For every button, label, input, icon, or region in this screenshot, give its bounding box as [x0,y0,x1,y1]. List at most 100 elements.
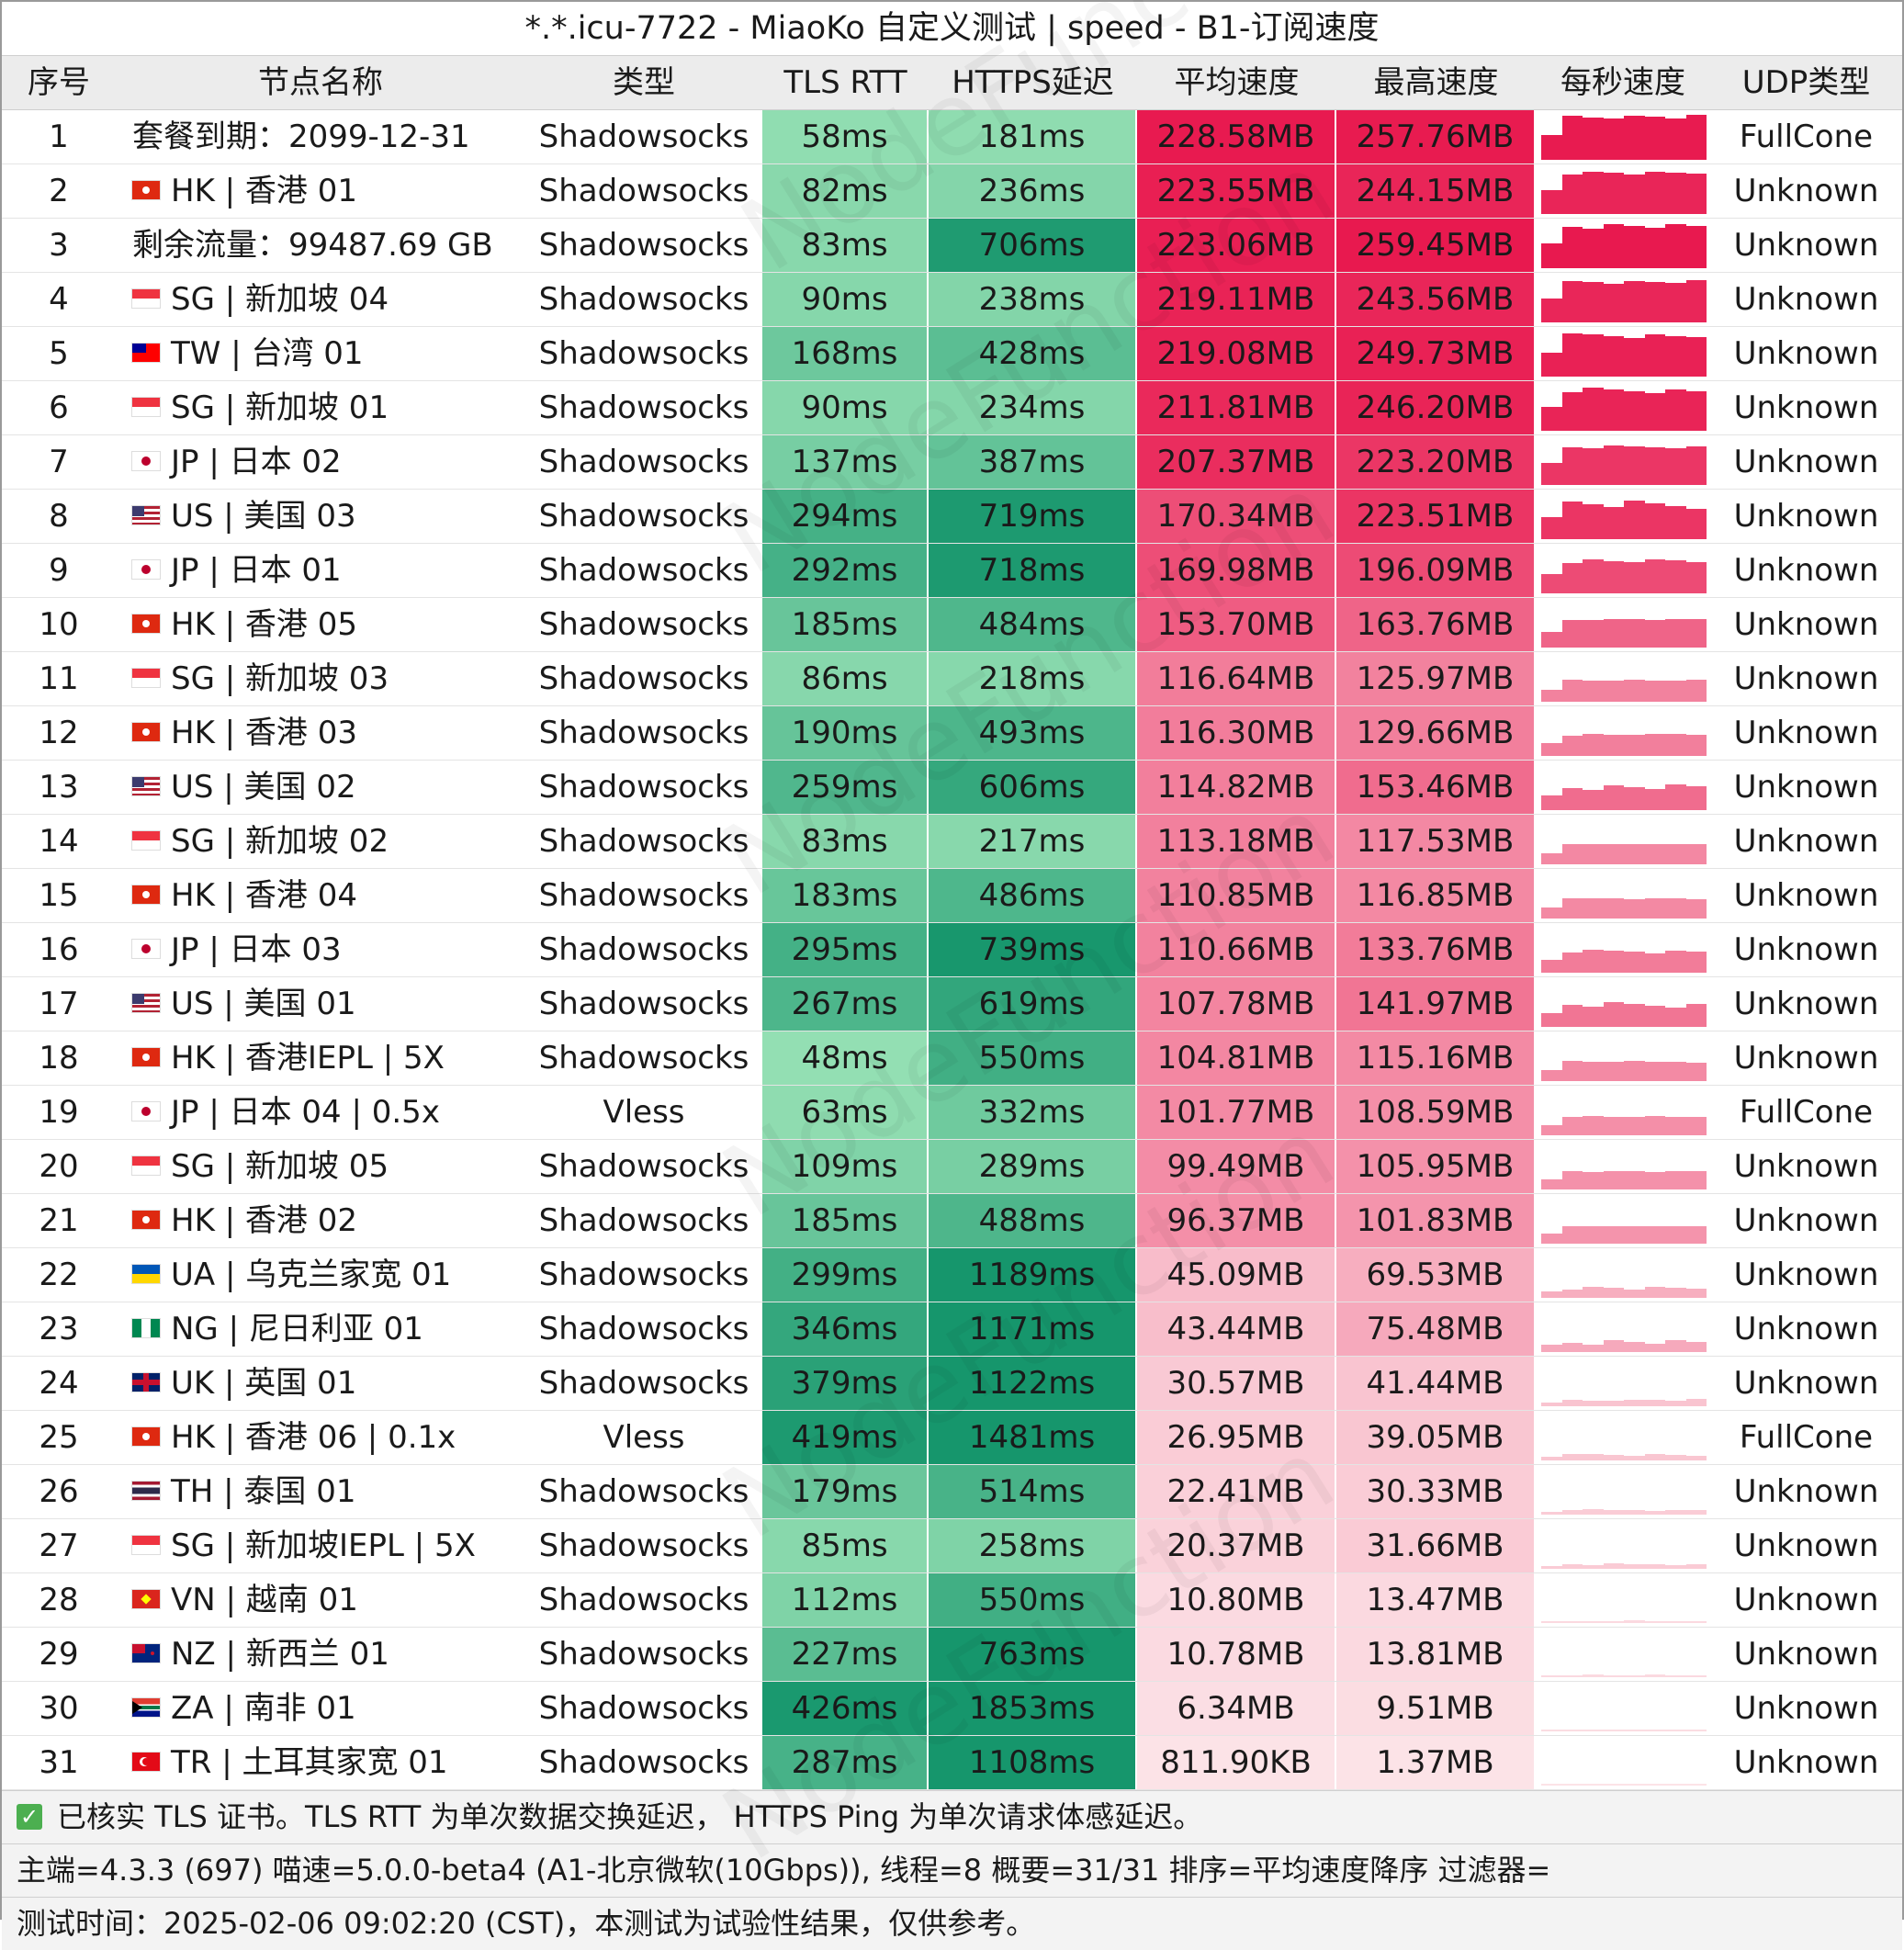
speed-sparkline [1541,1685,1707,1731]
speed-bar [1665,783,1686,810]
speed-bar [1665,1730,1686,1731]
cell-avg-speed: 6.34MB [1137,1682,1336,1735]
speed-bar [1624,1455,1645,1460]
speed-bar [1583,1674,1604,1677]
cell-max-speed-text: 30.33MB [1366,1473,1504,1510]
table-row: 31 TR | 土耳其家宽 01 Shadowsocks 287ms 1108ms 811… [2,1736,1902,1790]
cell-udp-type-text: Unknown [1733,1582,1879,1618]
speed-bar [1665,1784,1686,1786]
cell-index-text: 28 [39,1582,79,1618]
cell-max-speed-text: 246.20MB [1356,389,1515,426]
cell-max-speed-text: 117.53MB [1356,823,1515,860]
cell-avg-speed: 110.66MB [1137,923,1336,976]
cell-tls-rtt-text: 112ms [791,1582,898,1618]
cell-per-second-speed [1536,1628,1710,1681]
cell-node-name-text: UA | 乌克兰家宽 01 [171,1257,452,1293]
table-row: 5 TW | 台湾 01 Shadowsocks 168ms 428ms 219.08MB… [2,327,1902,381]
speed-bar [1541,852,1562,864]
cell-node-name: TR | 土耳其家宽 01 [116,1736,525,1789]
cell-https-latency: 1481ms [929,1411,1137,1464]
cell-per-second-speed [1536,381,1710,434]
cell-udp-type-text: Unknown [1733,823,1879,860]
cell-index: 29 [2,1628,116,1681]
cell-per-second-speed [1536,869,1710,922]
cell-https-latency: 1171ms [929,1302,1137,1356]
cell-avg-speed: 113.18MB [1137,815,1336,868]
speed-bar [1603,618,1624,648]
speed-bar [1541,299,1562,322]
speed-bar [1561,1399,1583,1406]
cell-udp-type-text: Unknown [1733,1040,1879,1076]
cell-per-second-speed [1536,219,1710,272]
cell-https-latency: 606ms [929,761,1137,814]
speed-bar [1624,446,1645,485]
speed-sparkline [1541,1415,1707,1460]
cell-index-text: 12 [39,715,79,751]
cell-https-latency: 1108ms [929,1736,1137,1789]
cell-udp-type-text: Unknown [1733,444,1879,480]
cell-index-text: 30 [39,1690,79,1727]
cell-https-latency-text: 332ms [978,1094,1086,1131]
cell-https-latency-text: 181ms [978,118,1086,155]
cell-avg-speed: 219.11MB [1137,273,1336,326]
speed-sparkline [1541,222,1707,268]
cell-https-latency: 718ms [929,544,1137,597]
cell-per-second-speed [1536,327,1710,380]
cell-index: 3 [2,219,116,272]
cell-avg-speed-text: 113.18MB [1156,823,1315,860]
flag-uk-icon [132,1372,160,1392]
speed-bar [1603,1730,1624,1731]
cell-avg-speed-text: 104.81MB [1156,1040,1315,1076]
cell-type: Shadowsocks [525,327,762,380]
cell-index: 5 [2,327,116,380]
speed-sparkline [1541,818,1707,864]
speed-bar [1541,1402,1562,1406]
cell-type-text: Vless [603,1419,685,1456]
speed-bar [1583,1344,1604,1352]
cell-avg-speed-text: 153.70MB [1156,606,1315,643]
speed-sparkline [1541,1577,1707,1623]
speed-bar [1583,1061,1604,1081]
flag-sg-icon [132,1155,160,1175]
table-row: 22 UA | 乌克兰家宽 01 Shadowsocks 299ms 1189ms 45.… [2,1248,1902,1302]
cell-udp-type: Unknown [1710,977,1902,1031]
flag-hk-icon [132,722,160,741]
cell-node-name: HK | 香港 04 [116,869,525,922]
cell-index: 24 [2,1357,116,1410]
cell-index-text: 24 [39,1365,79,1402]
cell-per-second-speed [1536,1031,1710,1085]
cell-https-latency: 236ms [929,164,1137,218]
cell-type: Shadowsocks [525,1465,762,1518]
speed-bar [1665,898,1686,919]
cell-avg-speed-text: 207.37MB [1156,444,1315,480]
speed-bar [1603,844,1624,864]
speed-bar [1665,1116,1686,1135]
speed-bar [1603,445,1624,485]
table-row: 10 HK | 香港 05 Shadowsocks 185ms 484ms 153.70M… [2,598,1902,652]
cell-udp-type-text: Unknown [1733,931,1879,968]
cell-index: 28 [2,1573,116,1627]
speed-bar [1541,1178,1562,1189]
speed-bar [1541,959,1562,973]
speed-bar [1644,680,1665,702]
speed-bar [1583,229,1604,268]
cell-index-text: 17 [39,986,79,1022]
speed-bar [1624,1225,1645,1244]
cell-udp-type: Unknown [1710,1736,1902,1789]
speed-bar [1665,1454,1686,1460]
cell-avg-speed: 114.82MB [1137,761,1336,814]
cell-avg-speed-text: 20.37MB [1166,1527,1305,1564]
cell-index-text: 20 [39,1148,79,1185]
speed-bar [1644,503,1665,539]
speed-bar [1583,1564,1604,1569]
cell-node-name-text: NG | 尼日利亚 01 [171,1311,423,1347]
cell-node-name-text: HK | 香港 03 [171,715,358,751]
speed-bar [1624,1784,1645,1786]
speed-bar [1624,735,1645,756]
cell-index-text: 1 [49,118,69,155]
cell-https-latency: 488ms [929,1194,1137,1247]
cell-node-name-text: US | 美国 01 [171,986,356,1022]
speed-bar [1583,1730,1604,1731]
speed-sparkline [1541,981,1707,1027]
